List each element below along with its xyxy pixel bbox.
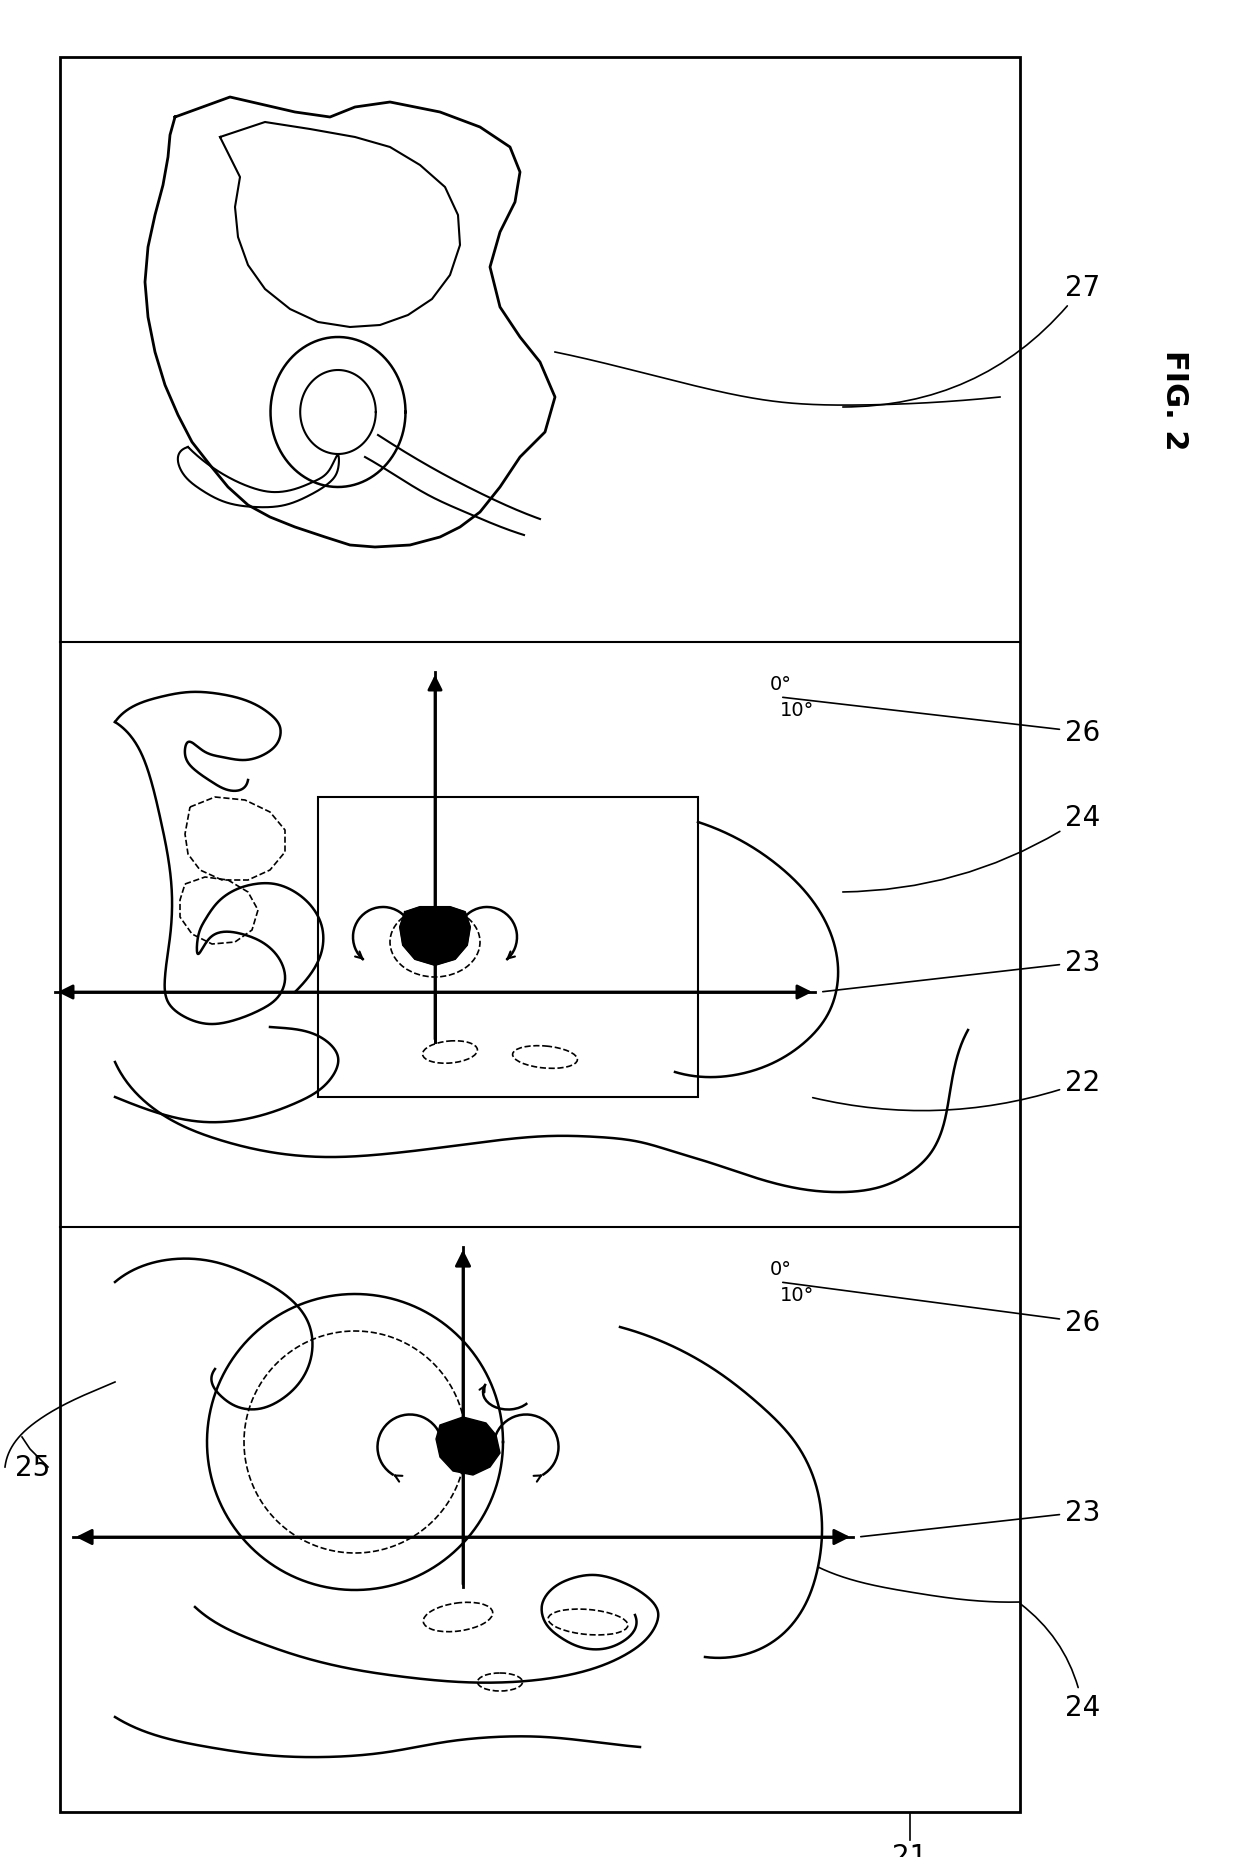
Text: 23: 23 bbox=[861, 1499, 1100, 1538]
Text: 10°: 10° bbox=[780, 1285, 815, 1304]
Text: 27: 27 bbox=[843, 273, 1100, 409]
Text: FIG. 2: FIG. 2 bbox=[1161, 349, 1189, 449]
Text: 24: 24 bbox=[1021, 1604, 1100, 1721]
Polygon shape bbox=[436, 1417, 500, 1474]
Text: 26: 26 bbox=[782, 1283, 1100, 1337]
Text: 26: 26 bbox=[782, 698, 1100, 747]
Bar bbox=[317, 797, 698, 1097]
Text: 0°: 0° bbox=[770, 674, 792, 695]
Text: 21: 21 bbox=[893, 1842, 928, 1857]
Text: 0°: 0° bbox=[770, 1259, 792, 1278]
Polygon shape bbox=[401, 908, 470, 966]
Text: 23: 23 bbox=[823, 949, 1100, 992]
Bar bbox=[60, 58, 1021, 1812]
Text: 25: 25 bbox=[15, 1454, 51, 1482]
Text: 10°: 10° bbox=[780, 700, 815, 721]
Text: 24: 24 bbox=[843, 804, 1100, 893]
Text: 22: 22 bbox=[812, 1068, 1100, 1110]
